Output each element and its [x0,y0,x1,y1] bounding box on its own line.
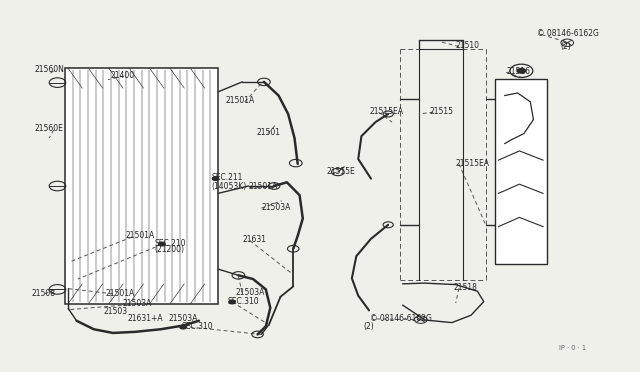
Text: © 08146-6162G: © 08146-6162G [370,314,431,323]
Text: 21515E: 21515E [326,167,355,176]
Text: 21503A: 21503A [261,203,291,212]
Text: (21200): (21200) [154,246,184,254]
Text: 21510: 21510 [455,41,479,50]
Text: 21518: 21518 [454,283,477,292]
Text: 21503A: 21503A [122,299,152,308]
Text: 21503A: 21503A [168,314,198,323]
Text: 21501A: 21501A [226,96,255,105]
Text: 21501A: 21501A [125,231,155,240]
Text: 21631: 21631 [243,235,266,244]
Text: IP · 0 · 1: IP · 0 · 1 [559,345,586,351]
Text: 21400: 21400 [111,71,135,80]
Text: 21501: 21501 [256,128,280,137]
Text: 21631+A: 21631+A [127,314,163,323]
Text: 21560E: 21560E [35,124,63,133]
Text: 21501A: 21501A [248,182,278,190]
Text: 21515EA: 21515EA [370,107,404,116]
Text: (14053K): (14053K) [212,182,247,190]
Text: SEC.310: SEC.310 [228,297,259,306]
Text: 21503A: 21503A [236,288,265,297]
Circle shape [180,325,186,329]
Bar [65,68,218,304]
Text: 21508: 21508 [32,289,56,298]
Text: (2): (2) [561,42,572,51]
Text: 21515: 21515 [429,107,454,116]
Text: 21503: 21503 [103,307,127,316]
Circle shape [159,242,165,246]
Text: SEC.211: SEC.211 [212,173,243,182]
Text: 21516: 21516 [506,67,530,76]
Circle shape [229,300,236,304]
Text: © 08146-6162G: © 08146-6162G [537,29,598,38]
Circle shape [516,68,527,74]
Text: 21515EA: 21515EA [455,158,489,168]
Text: 21501A: 21501A [105,289,134,298]
Text: (2): (2) [364,322,374,331]
Bar [495,79,547,263]
Circle shape [212,177,219,180]
Text: SEC.310: SEC.310 [181,322,212,331]
Text: 21560N: 21560N [35,65,65,74]
Text: SEC.210: SEC.210 [154,239,186,248]
